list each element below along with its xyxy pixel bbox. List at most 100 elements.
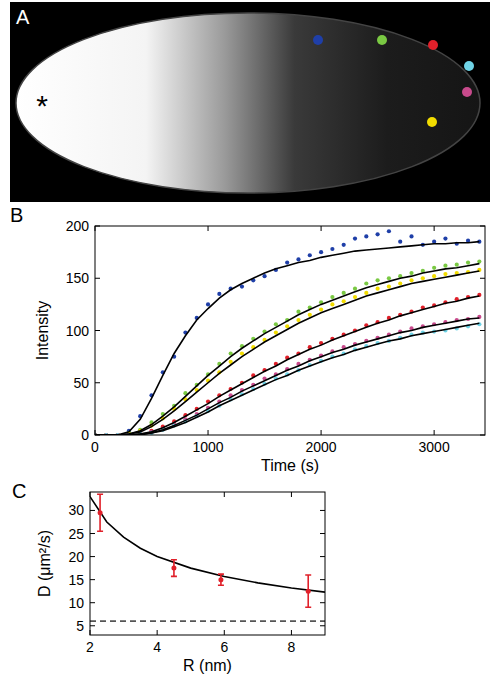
error-bar	[218, 574, 224, 585]
y-tick	[95, 330, 100, 331]
x-tick	[321, 430, 322, 435]
x-tick-label: 3000	[419, 439, 450, 455]
point	[387, 229, 391, 233]
panel-label: B	[10, 204, 23, 226]
y-tick	[95, 226, 100, 227]
sample-dot	[427, 117, 437, 127]
y-tick	[480, 330, 485, 331]
y-tick	[320, 510, 325, 511]
y-tick-label: 20	[68, 549, 84, 565]
plot-area	[95, 226, 485, 435]
point	[376, 232, 380, 236]
point	[409, 234, 413, 238]
x-tick-label: 8	[288, 639, 296, 655]
y-tick	[320, 602, 325, 603]
point	[342, 291, 346, 295]
x-tick	[95, 226, 96, 231]
marks	[90, 494, 325, 621]
point	[353, 287, 357, 291]
point	[398, 281, 402, 285]
error-bar	[305, 575, 311, 607]
y-tick	[90, 579, 95, 580]
error-bar	[97, 494, 103, 531]
y-tick	[480, 435, 485, 436]
image-background	[10, 2, 490, 202]
x-tick-label: 2000	[306, 439, 337, 455]
x-tick	[90, 492, 91, 497]
x-tick-label: 0	[91, 439, 99, 455]
point	[432, 274, 436, 278]
y-tick	[320, 556, 325, 557]
point	[319, 250, 323, 254]
y-tick-label: 0	[81, 427, 89, 443]
point	[398, 240, 402, 244]
sample-dot	[464, 61, 474, 71]
point	[387, 276, 391, 280]
y-tick	[90, 625, 95, 626]
y-tick-label: 100	[66, 323, 90, 339]
point	[364, 281, 368, 285]
y-tick	[90, 556, 95, 557]
x-tick-label: 1000	[192, 439, 223, 455]
point	[455, 263, 459, 267]
point	[342, 243, 346, 247]
x-tick	[434, 430, 435, 435]
y-tick	[480, 278, 485, 279]
point	[296, 257, 300, 261]
source-marker: *	[36, 89, 48, 122]
point	[98, 510, 103, 515]
y-tick	[95, 278, 100, 279]
point	[308, 313, 312, 317]
panel-c: 246851015202530R (nm)D (μm²/s)C	[12, 480, 325, 674]
point	[206, 302, 210, 306]
sample-dot	[462, 87, 472, 97]
point	[353, 236, 357, 240]
line	[95, 264, 479, 435]
panel-a: *A	[10, 2, 490, 202]
point	[387, 285, 391, 289]
sample-dot	[377, 35, 387, 45]
point	[443, 236, 447, 240]
point	[217, 292, 221, 296]
y-tick	[320, 625, 325, 626]
y-axis-title: D (μm²/s)	[36, 530, 53, 597]
y-tick	[90, 602, 95, 603]
y-tick-label: 15	[68, 572, 84, 588]
point	[330, 247, 334, 251]
point	[330, 302, 334, 306]
point	[432, 266, 436, 270]
y-tick	[480, 226, 485, 227]
y-axis-title: Intensity	[34, 301, 51, 361]
y-tick	[95, 435, 100, 436]
x-tick-label: 6	[220, 639, 228, 655]
y-tick	[320, 533, 325, 534]
y-tick	[90, 533, 95, 534]
point	[409, 278, 413, 282]
y-tick-label: 10	[68, 595, 84, 611]
point	[364, 234, 368, 238]
point	[218, 577, 223, 582]
sample-dot	[428, 40, 438, 50]
line	[95, 271, 479, 435]
point	[466, 260, 470, 264]
point	[285, 260, 289, 264]
axes-frame	[95, 226, 485, 435]
y-tick-label: 150	[66, 270, 90, 286]
x-tick	[90, 630, 91, 635]
point	[376, 287, 380, 291]
x-tick	[157, 630, 158, 635]
point	[296, 318, 300, 322]
x-axis-title: Time (s)	[261, 457, 319, 474]
line	[95, 296, 479, 435]
x-tick	[208, 226, 209, 231]
point	[319, 308, 323, 312]
line	[90, 620, 325, 622]
panel-b: 0100020003000050100150200Time (s)Intensi…	[10, 204, 485, 474]
line	[95, 242, 479, 435]
point	[330, 295, 334, 299]
marks	[95, 229, 481, 435]
y-tick-label: 25	[68, 526, 84, 542]
point	[306, 589, 311, 594]
x-tick	[291, 630, 292, 635]
y-tick	[480, 382, 485, 383]
